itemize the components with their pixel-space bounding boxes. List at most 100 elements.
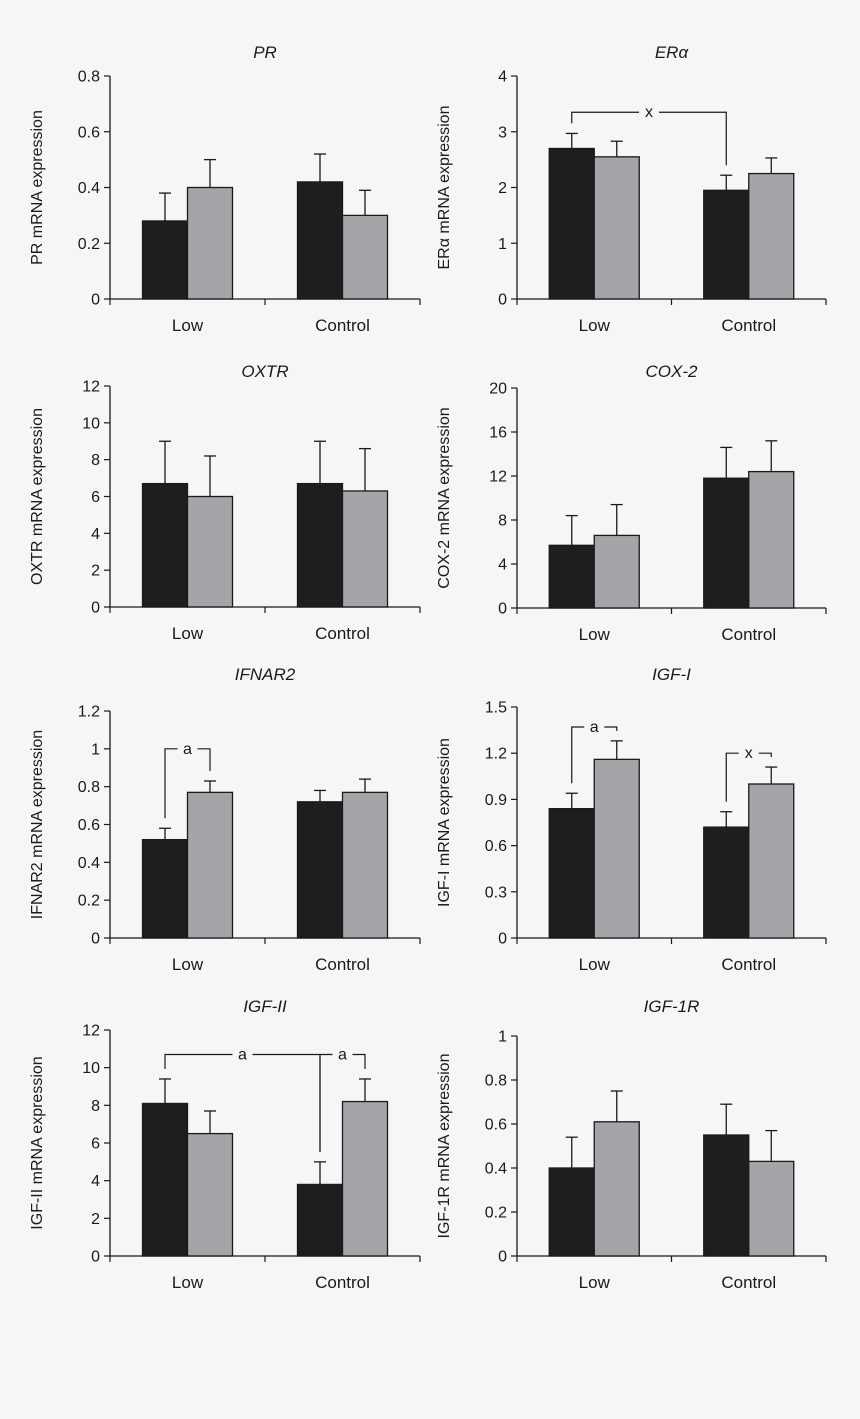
- x-category-label: Low: [579, 625, 611, 644]
- bar: [593, 1121, 640, 1257]
- panel-era: ERα ERα mRNA expression 0 1 2 3 4 Low Control x: [436, 43, 827, 335]
- bar: [703, 189, 750, 300]
- x-category-label: Low: [172, 955, 204, 974]
- chart-title: IGF-1R: [644, 997, 700, 1016]
- x-category-label: Control: [315, 1273, 370, 1292]
- y-tick-label: 0: [91, 292, 100, 309]
- significance-bracket: [659, 111, 727, 166]
- bar: [186, 791, 234, 939]
- significance-label: a: [338, 1046, 347, 1063]
- significance-bracket: [571, 111, 639, 124]
- bar: [296, 1183, 344, 1257]
- x-category-label: Control: [721, 1273, 776, 1292]
- significance-label: a: [590, 719, 599, 736]
- bar: [548, 807, 595, 939]
- y-tick-label: 0: [91, 600, 100, 617]
- y-axis-label: ERα mRNA expression: [436, 106, 453, 270]
- significance-bracket: [758, 752, 772, 758]
- significance-bracket: [197, 748, 211, 771]
- panel-igf1r: IGF-1R IGF-1R mRNA expression 0 0.2 0.4 0.6 0.…: [436, 997, 827, 1292]
- y-tick-label: 6: [91, 489, 100, 506]
- panel-igf1: IGF-I IGF-I mRNA expression 0 0.3 0.6 0.9 1.2 1…: [436, 665, 827, 974]
- significance-bracket: [252, 1053, 321, 1152]
- y-axis-label: OXTR mRNA expression: [29, 408, 46, 585]
- bar: [341, 214, 389, 300]
- y-tick-label: 4: [91, 1173, 100, 1190]
- bar: [548, 147, 595, 300]
- y-tick-label: 1: [498, 1029, 507, 1046]
- bar: [703, 1134, 750, 1257]
- bar: [703, 477, 750, 609]
- y-tick-label: 4: [91, 526, 100, 543]
- bar: [341, 490, 389, 608]
- y-tick-label: 10: [82, 415, 100, 432]
- x-category-label: Control: [315, 316, 370, 335]
- y-tick-label: 0.4: [485, 1161, 507, 1178]
- significance-bracket: [319, 1053, 333, 1152]
- y-tick-label: 0.2: [78, 236, 100, 253]
- x-category-label: Control: [721, 955, 776, 974]
- y-tick-label: 0.6: [78, 817, 100, 834]
- y-axis-label: COX-2 mRNA expression: [436, 407, 453, 588]
- y-tick-label: 0.2: [485, 1205, 507, 1222]
- panel-cox2: COX-2 COX-2 mRNA expression 0 4 8 12 16 20 Low Co…: [436, 362, 827, 644]
- x-category-label: Control: [315, 955, 370, 974]
- significance-bracket: [725, 752, 739, 802]
- y-tick-label: 2: [91, 563, 100, 580]
- y-tick-label: 3: [498, 124, 507, 141]
- y-tick-label: 0: [498, 601, 507, 618]
- bar: [186, 186, 234, 300]
- y-tick-label: 0.6: [485, 1117, 507, 1134]
- y-tick-label: 1.5: [485, 700, 507, 717]
- bar: [548, 1167, 595, 1257]
- y-tick-label: 2: [498, 180, 507, 197]
- significance-bracket: [164, 1053, 233, 1069]
- y-tick-label: 1: [498, 236, 507, 253]
- y-tick-label: 0.8: [78, 69, 100, 86]
- y-tick-label: 12: [82, 379, 100, 396]
- chart-title: IGF-II: [243, 997, 287, 1016]
- y-tick-label: 6: [91, 1136, 100, 1153]
- chart-title: OXTR: [241, 362, 288, 381]
- y-tick-label: 0.4: [78, 855, 100, 872]
- y-tick-label: 0: [498, 931, 507, 948]
- y-tick-label: 1.2: [485, 746, 507, 763]
- y-tick-label: 12: [82, 1023, 100, 1040]
- y-tick-label: 0.9: [485, 792, 507, 809]
- y-tick-label: 12: [489, 469, 507, 486]
- y-tick-label: 0: [498, 1249, 507, 1266]
- y-tick-label: 16: [489, 425, 507, 442]
- y-tick-label: 20: [489, 381, 507, 398]
- bar: [748, 783, 795, 939]
- y-axis-label: IGF-1R mRNA expression: [436, 1054, 453, 1239]
- bar: [593, 758, 640, 939]
- bar: [748, 470, 795, 609]
- y-tick-label: 1: [91, 741, 100, 758]
- y-tick-label: 2: [91, 1211, 100, 1228]
- bar: [593, 156, 640, 300]
- chart-title: IFNAR2: [235, 665, 296, 684]
- y-tick-label: 0.2: [78, 893, 100, 910]
- y-axis-label: PR mRNA expression: [29, 110, 46, 265]
- y-tick-label: 0.6: [78, 124, 100, 141]
- y-tick-label: 0.8: [78, 779, 100, 796]
- bar: [341, 791, 389, 939]
- y-axis-label: IFNAR2 mRNA expression: [29, 730, 46, 919]
- y-tick-label: 8: [91, 1098, 100, 1115]
- y-tick-label: 8: [91, 452, 100, 469]
- bar: [141, 1102, 189, 1257]
- bar: [186, 495, 234, 608]
- chart-title: IGF-I: [652, 665, 691, 684]
- x-category-label: Low: [579, 1273, 611, 1292]
- chart-title: ERα: [655, 43, 690, 62]
- bar: [186, 1132, 234, 1257]
- panel-pr: PR PR mRNA expression 0 0.2 0.4 0.6 0.8 Low Cont…: [29, 43, 421, 335]
- bar: [748, 172, 795, 300]
- bar: [296, 801, 344, 939]
- y-tick-label: 0.3: [485, 884, 507, 901]
- bar: [141, 220, 189, 300]
- x-category-label: Low: [172, 1273, 204, 1292]
- y-axis-label: IGF-I mRNA expression: [436, 738, 453, 907]
- x-category-label: Control: [721, 316, 776, 335]
